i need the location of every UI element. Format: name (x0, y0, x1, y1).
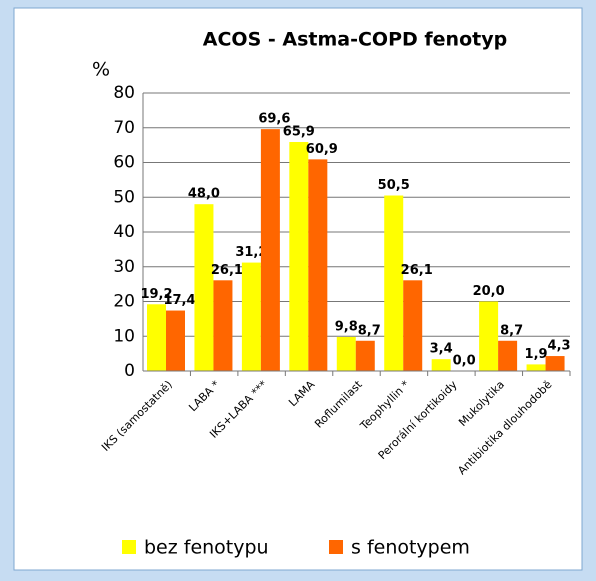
value-label: 4,3 (548, 339, 571, 354)
bar (166, 310, 185, 371)
value-label: 50,5 (378, 178, 410, 193)
bar (194, 204, 214, 371)
bar (147, 304, 166, 371)
bar (403, 280, 423, 371)
value-label: 31,2 (235, 245, 267, 260)
bar (545, 356, 565, 371)
value-label: 26,1 (211, 263, 243, 278)
value-label: 48,0 (188, 187, 220, 202)
bar (308, 159, 328, 371)
y-tick-label: 30 (113, 257, 135, 277)
y-tick-label: 70 (113, 118, 135, 138)
y-tick-label: 0 (124, 361, 135, 381)
legend-label: s fenotypem (351, 537, 470, 559)
y-tick-label: 50 (113, 187, 135, 207)
value-label: 8,7 (358, 323, 381, 338)
y-tick-label: 20 (113, 292, 135, 312)
value-label: 69,6 (258, 112, 290, 127)
y-axis-label: % (92, 59, 110, 81)
value-label: 9,8 (335, 319, 358, 334)
chart-title: ACOS - Astma-COPD fenotyp (203, 29, 507, 51)
legend-label: bez fenotypu (144, 537, 269, 559)
bar (336, 336, 356, 371)
bar (260, 129, 280, 371)
bar (241, 262, 261, 371)
value-label: 26,1 (401, 263, 433, 278)
bar (526, 364, 546, 371)
bar (479, 301, 499, 371)
y-tick-label: 40 (113, 222, 135, 242)
value-label: 65,9 (283, 124, 315, 139)
y-tick-label: 10 (113, 326, 135, 346)
bar (431, 359, 451, 371)
bar (498, 340, 518, 371)
legend-swatch (329, 540, 343, 554)
value-label: 1,9 (525, 347, 548, 362)
bar (355, 340, 375, 371)
value-label: 20,0 (473, 284, 505, 299)
value-label: 0,0 (453, 354, 476, 369)
value-label: 60,9 (306, 142, 338, 157)
value-label: 17,4 (163, 293, 195, 308)
bar (213, 280, 233, 371)
legend-swatch (122, 540, 136, 554)
y-tick-label: 60 (113, 153, 135, 173)
y-tick-label: 80 (113, 83, 135, 103)
value-label: 3,4 (430, 342, 453, 357)
bar (289, 141, 309, 371)
value-label: 19,2 (140, 287, 172, 302)
bar (384, 195, 404, 371)
value-label: 8,7 (500, 323, 523, 338)
